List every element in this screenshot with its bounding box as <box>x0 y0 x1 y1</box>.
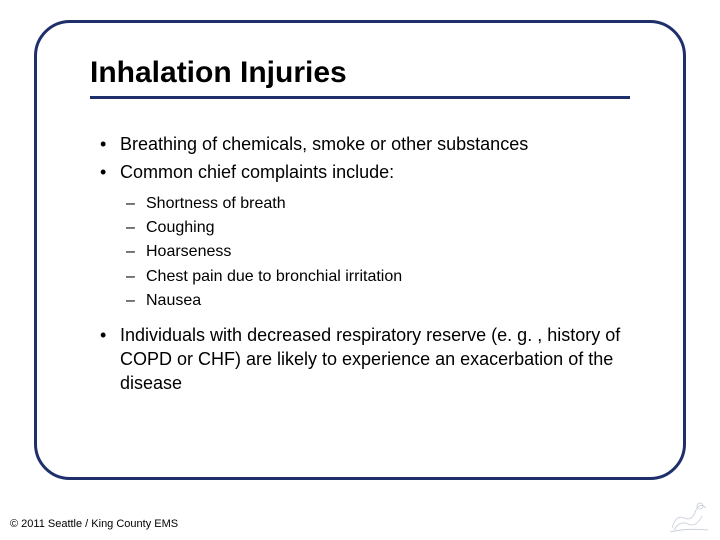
slide-title: Inhalation Injuries <box>90 56 630 94</box>
bullet-item: Individuals with decreased respiratory r… <box>100 323 640 396</box>
sub-bullet-item: Hoarseness <box>126 241 640 263</box>
copyright-text: © 2011 Seattle / King County EMS <box>10 518 178 530</box>
bullet-item: Breathing of chemicals, smoke or other s… <box>100 132 640 156</box>
title-block: Inhalation Injuries <box>90 56 630 99</box>
title-underline <box>90 96 630 99</box>
sub-bullet-item: Shortness of breath <box>126 193 640 215</box>
sub-bullet-item: Nausea <box>126 290 640 312</box>
bullet-item: Common chief complaints include: <box>100 160 640 184</box>
corner-logo-icon <box>666 494 712 534</box>
sub-bullet-item: Coughing <box>126 217 640 239</box>
slide-content: Breathing of chemicals, smoke or other s… <box>100 132 640 399</box>
sub-bullet-group: Shortness of breath Coughing Hoarseness … <box>100 193 640 313</box>
sub-bullet-item: Chest pain due to bronchial irritation <box>126 266 640 288</box>
